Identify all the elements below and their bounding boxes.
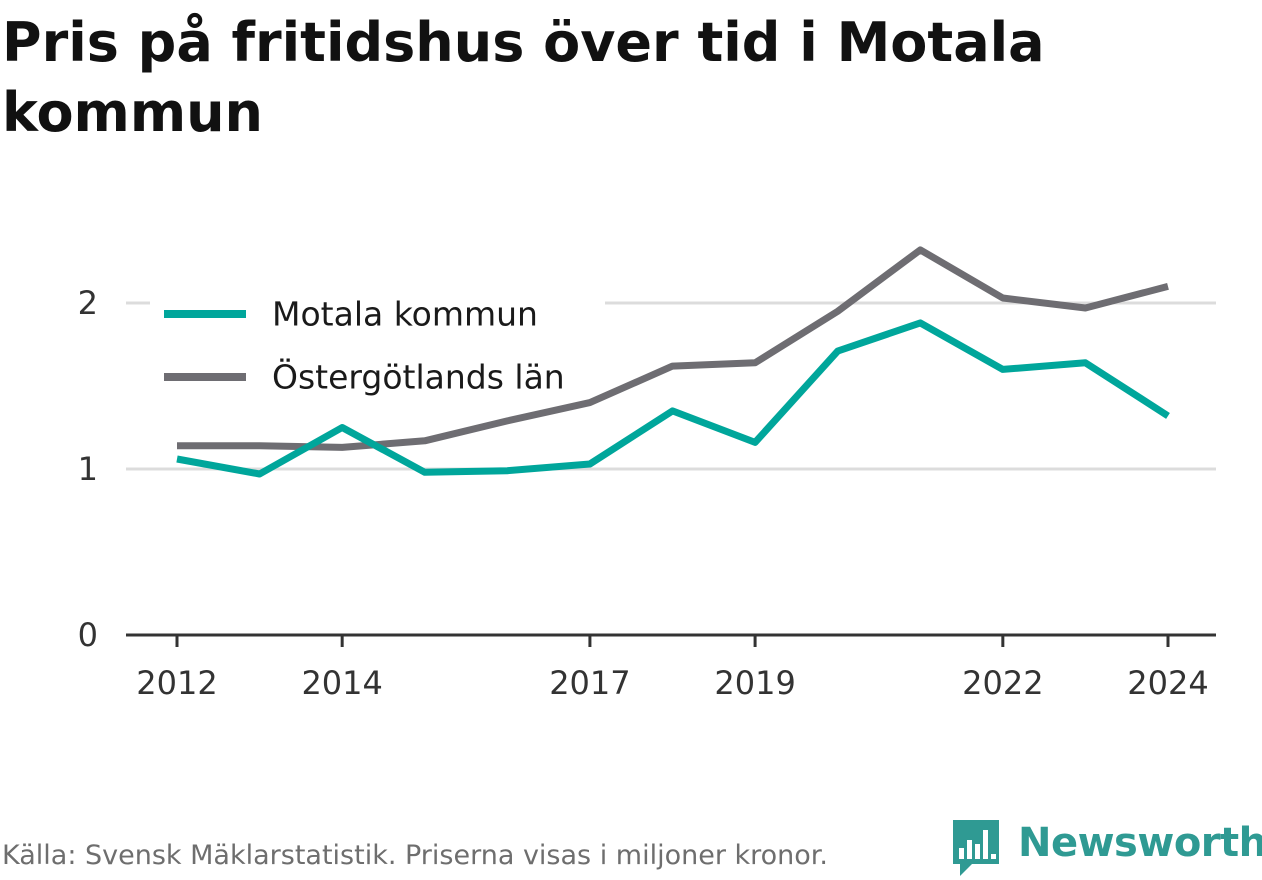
- x-tick-label-2014: 2014: [301, 664, 382, 702]
- source-note: Källa: Svensk Mäklarstatistik. Priserna …: [2, 840, 829, 871]
- y-axis-tick-labels: 0 1 2: [78, 284, 98, 654]
- x-tick-label-2012: 2012: [136, 664, 217, 702]
- y-tick-label-0: 0: [78, 616, 98, 654]
- bar-chart-speech-bubble-icon: [953, 820, 999, 876]
- x-tick-label-2019: 2019: [714, 664, 795, 702]
- x-axis: 2012 2014 2017 2019 2022 2024: [126, 633, 1216, 702]
- line-chart: 0 1 2 2012 2014 2017 2019 2022 2024 Motala komm…: [78, 246, 1216, 702]
- legend-background: [150, 290, 605, 402]
- x-tick-label-2024: 2024: [1127, 664, 1208, 702]
- legend: Motala kommun Östergötlands län: [164, 295, 565, 397]
- legend-label-östergötlands-län: Östergötlands län: [272, 357, 565, 397]
- legend-box: [150, 290, 605, 402]
- chart-title: Pris på fritidshus över tid i Motala kom…: [2, 11, 1045, 144]
- series-line-motala-kommun: [176, 319, 1170, 478]
- x-tick-label-2022: 2022: [962, 664, 1043, 702]
- y-tick-label-2: 2: [78, 284, 98, 322]
- x-tick-label-2017: 2017: [549, 664, 630, 702]
- series-line-östergötlands-län: [177, 246, 1169, 451]
- brand-name: Newsworthy: [1018, 820, 1262, 866]
- legend-label-motala-kommun: Motala kommun: [272, 295, 538, 334]
- y-tick-label-1: 1: [78, 450, 98, 488]
- brand-logo[interactable]: Newsworthy: [950, 818, 1262, 880]
- series-lines: [176, 246, 1170, 478]
